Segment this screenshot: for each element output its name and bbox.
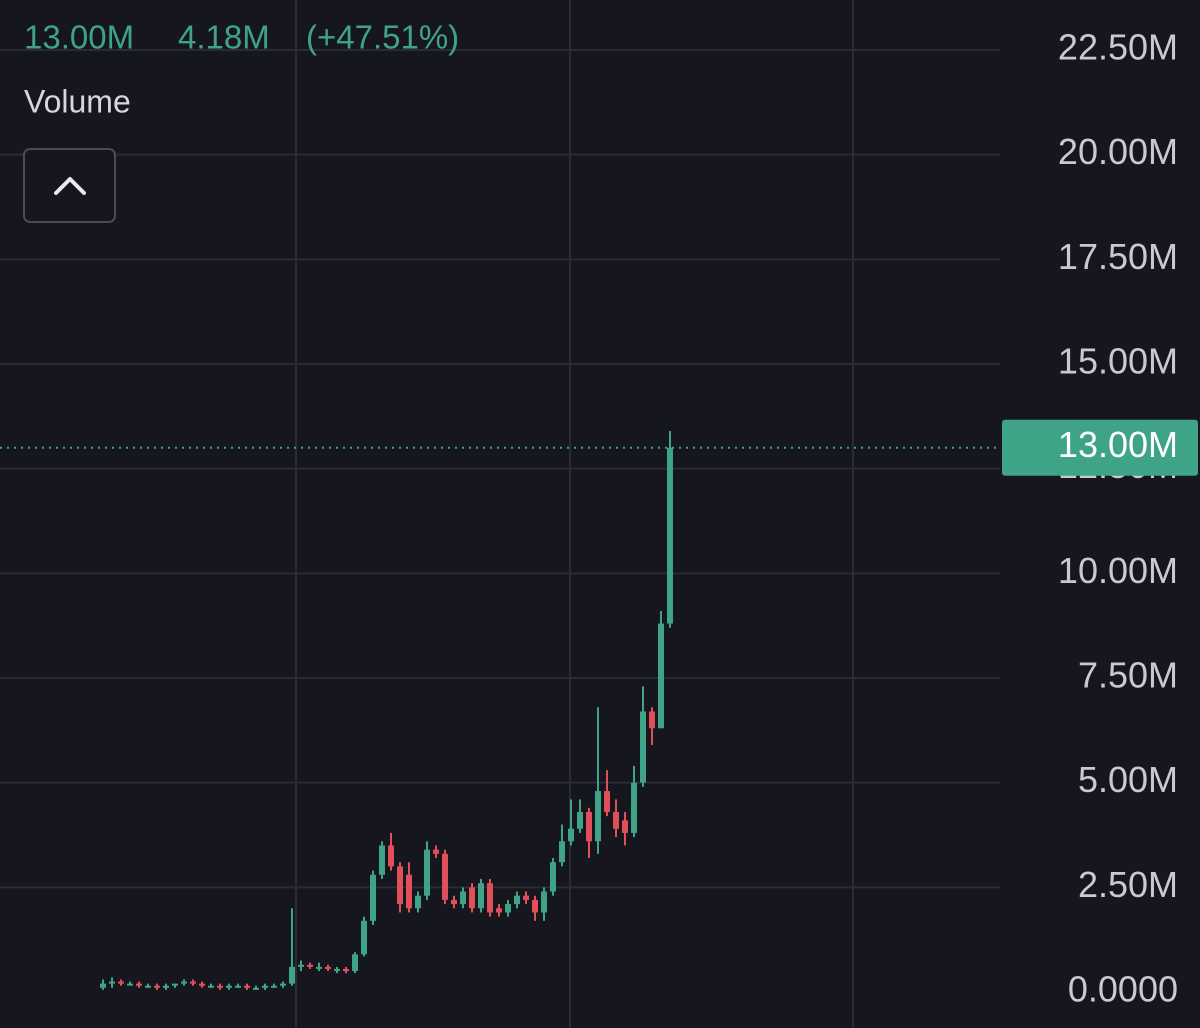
y-tick-label: 0.0000 [1068,969,1178,1010]
candle-body [217,985,223,988]
candle-body [631,782,637,833]
y-tick-label: 7.50M [1078,655,1178,696]
candle-body [667,447,673,624]
candle-body [496,908,502,913]
candle-body [478,883,484,909]
candle-body [361,920,367,955]
collapse-button[interactable] [23,148,116,223]
candle-body [460,891,466,905]
candle-body [235,985,241,988]
y-tick-label: 17.50M [1058,236,1178,277]
candle-body [514,895,520,905]
candle-body [388,845,394,867]
candle-body [442,853,448,900]
candle-body [136,983,142,986]
candle-body [532,899,538,913]
y-tick-label: 22.50M [1058,27,1178,68]
candle-body [568,828,574,842]
candle-body [559,841,565,863]
candle-body [424,849,430,896]
candle-body [163,985,169,988]
candle-body [325,966,331,969]
candle-body [658,623,664,729]
y-tick-label: 20.00M [1058,131,1178,172]
candle-body [208,985,214,988]
candle-body [604,791,610,812]
last-price-tag: 13.00M [1058,424,1178,465]
candle-body [433,849,439,854]
candle-body [586,811,592,842]
candle-body [190,981,196,984]
header-close: 13.00M [24,19,134,56]
candle-body [334,968,340,971]
candle-body [523,895,529,900]
candle-body [469,887,475,909]
chevron-up-icon [54,177,86,195]
header-change-percent: (+47.51%) [306,19,459,56]
candle-body [109,981,115,984]
candle-body [451,899,457,905]
candle-body [145,985,151,988]
candle-body [226,985,232,988]
candle-body [352,954,358,972]
candle-body [550,862,556,892]
candles [100,430,673,990]
y-tick-label: 15.00M [1058,341,1178,382]
candle-body [118,981,124,984]
candle-body [397,866,403,905]
candle-body [100,983,106,988]
candle-body [613,811,619,829]
candle-body [307,964,313,967]
header-change: 4.18M [178,19,270,56]
candle-body [622,820,628,833]
candle-body [406,874,412,909]
candle-body [262,985,268,988]
candle-body [415,895,421,909]
candle-body [154,985,160,988]
candle-body [505,904,511,913]
indicator-label: Volume [24,83,131,119]
candle-body [595,791,601,842]
y-tick-label: 5.00M [1078,759,1178,800]
grid [0,49,1000,889]
candle-body [181,981,187,984]
candle-body [298,964,304,967]
candle-body [577,811,583,829]
candle-body [370,874,376,921]
y-tick-label: 2.50M [1078,864,1178,905]
candle-body [487,883,493,913]
candle-body [343,968,349,972]
y-tick-label: 10.00M [1058,550,1178,591]
candle-body [271,985,277,988]
candle-body [280,983,286,986]
candle-body [640,711,646,783]
candle-body [289,966,295,984]
candle-body [316,966,322,969]
candle-body [199,983,205,986]
candle-body [253,987,259,990]
candle-body [244,985,250,988]
vertical-grid [295,0,854,1028]
candle-body [379,845,385,875]
last-price-tag-bg [1002,419,1198,476]
candle-body [649,711,655,729]
candle-body [172,983,178,986]
candle-body [541,891,547,913]
candle-body [127,983,133,986]
